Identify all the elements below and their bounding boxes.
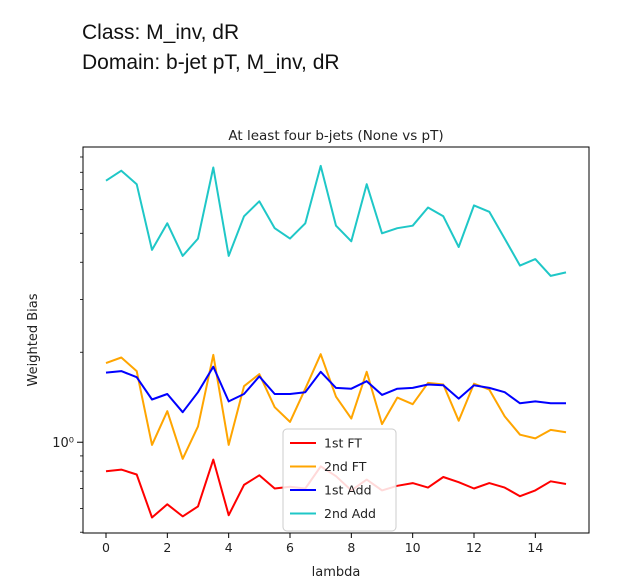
domain-line: Domain: b-jet pT, M_inv, dR bbox=[82, 51, 340, 74]
x-tick-label: 0 bbox=[102, 540, 110, 555]
x-tick-label: 2 bbox=[163, 540, 171, 555]
series-line-2nd-ft bbox=[105, 353, 567, 460]
legend-label: 1st Add bbox=[324, 483, 372, 498]
header: Class: M_inv, dR Domain: b-jet pT, M_inv… bbox=[82, 18, 340, 78]
x-tick-label: 8 bbox=[347, 540, 355, 555]
series-line-1st-add bbox=[105, 365, 566, 414]
x-axis: 0 2 4 6 8 10 12 14 bbox=[102, 533, 543, 555]
axes-frame bbox=[82, 146, 590, 534]
legend-box bbox=[282, 428, 397, 532]
class-line: Class: M_inv, dR bbox=[82, 21, 240, 44]
y-tick-label: 10⁰ bbox=[52, 436, 74, 451]
x-tick-label: 4 bbox=[225, 540, 233, 555]
x-axis-label: lambda bbox=[312, 565, 361, 580]
y-axis: 10⁰ bbox=[52, 156, 83, 533]
legend-label: 1st FT bbox=[324, 436, 362, 451]
x-tick-label: 10 bbox=[405, 540, 421, 555]
series-line-2nd-add bbox=[105, 164, 567, 277]
x-tick-label: 14 bbox=[527, 540, 543, 555]
legend-label: 2nd FT bbox=[324, 459, 367, 474]
y-axis-label: Weighted Bias bbox=[26, 293, 41, 386]
x-tick-label: 12 bbox=[466, 540, 482, 555]
legend-label: 2nd Add bbox=[324, 506, 376, 521]
legend: 1st FT 2nd FT 1st Add 2nd Add bbox=[282, 428, 397, 532]
chart-title: At least four b-jets (None vs pT) bbox=[228, 128, 443, 144]
x-tick-label: 6 bbox=[286, 540, 294, 555]
